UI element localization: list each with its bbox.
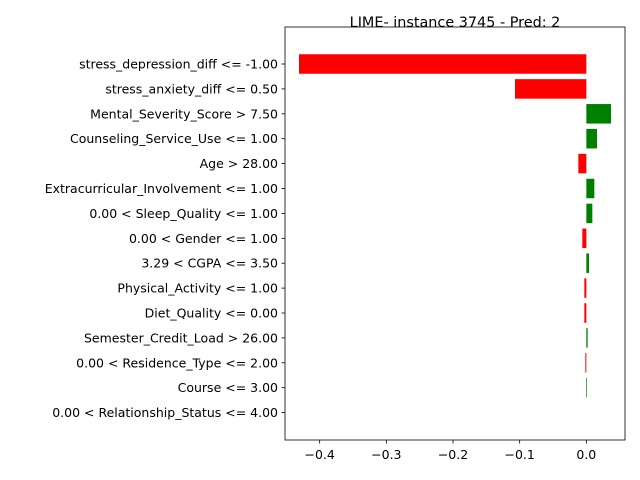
category-label-8: 3.29 < CGPA <= 3.50 bbox=[141, 256, 278, 271]
category-label-13: Course <= 3.00 bbox=[178, 380, 278, 395]
bar-7 bbox=[582, 228, 587, 249]
bar-3 bbox=[586, 128, 597, 149]
x-tick-label-4: 0.0 bbox=[576, 447, 596, 462]
category-label-3: Counseling_Service_Use <= 1.00 bbox=[70, 131, 278, 146]
x-tick-label-1: −0.3 bbox=[371, 447, 401, 462]
x-tick-label-0: −0.4 bbox=[304, 447, 334, 462]
category-label-2: Mental_Severity_Score > 7.50 bbox=[90, 106, 278, 121]
category-label-9: Physical_Activity <= 1.00 bbox=[117, 281, 278, 296]
bar-8 bbox=[586, 253, 589, 273]
category-label-7: 0.00 < Gender <= 1.00 bbox=[129, 231, 278, 246]
bar-10 bbox=[584, 303, 587, 323]
bar-0 bbox=[299, 54, 587, 74]
x-tick-label-2: −0.2 bbox=[438, 447, 468, 462]
bar-1 bbox=[515, 79, 587, 99]
category-label-5: Extracurricular_Involvement <= 1.00 bbox=[45, 181, 278, 196]
category-label-0: stress_depression_diff <= -1.00 bbox=[79, 57, 278, 72]
bar-13 bbox=[586, 377, 587, 398]
plot-frame bbox=[284, 26, 626, 441]
category-label-6: 0.00 < Sleep_Quality <= 1.00 bbox=[89, 206, 278, 221]
category-label-14: 0.00 < Relationship_Status <= 4.00 bbox=[52, 405, 278, 420]
x-tick-label-3: −0.1 bbox=[504, 447, 534, 462]
category-label-1: stress_anxiety_diff <= 0.50 bbox=[105, 81, 278, 96]
x-axis: −0.4 −0.3 −0.2 −0.1 0.0 bbox=[304, 440, 596, 462]
category-label-11: Semester_Credit_Load > 26.00 bbox=[84, 330, 278, 345]
bars-group bbox=[299, 54, 611, 398]
bar-6 bbox=[586, 203, 593, 224]
chart-title: LIME- instance 3745 - Pred: 2 bbox=[350, 15, 561, 31]
bar-11 bbox=[586, 328, 588, 348]
category-label-4: Age > 28.00 bbox=[200, 156, 278, 171]
bar-4 bbox=[578, 153, 587, 174]
bar-9 bbox=[584, 278, 587, 298]
category-label-12: 0.00 < Residence_Type <= 2.00 bbox=[76, 355, 278, 370]
y-axis: stress_depression_diff <= -1.00 stress_an… bbox=[45, 57, 285, 420]
category-label-10: Diet_Quality <= 0.00 bbox=[145, 306, 278, 321]
bar-5 bbox=[586, 178, 595, 199]
bar-12 bbox=[585, 353, 587, 373]
bar-2 bbox=[586, 104, 611, 124]
